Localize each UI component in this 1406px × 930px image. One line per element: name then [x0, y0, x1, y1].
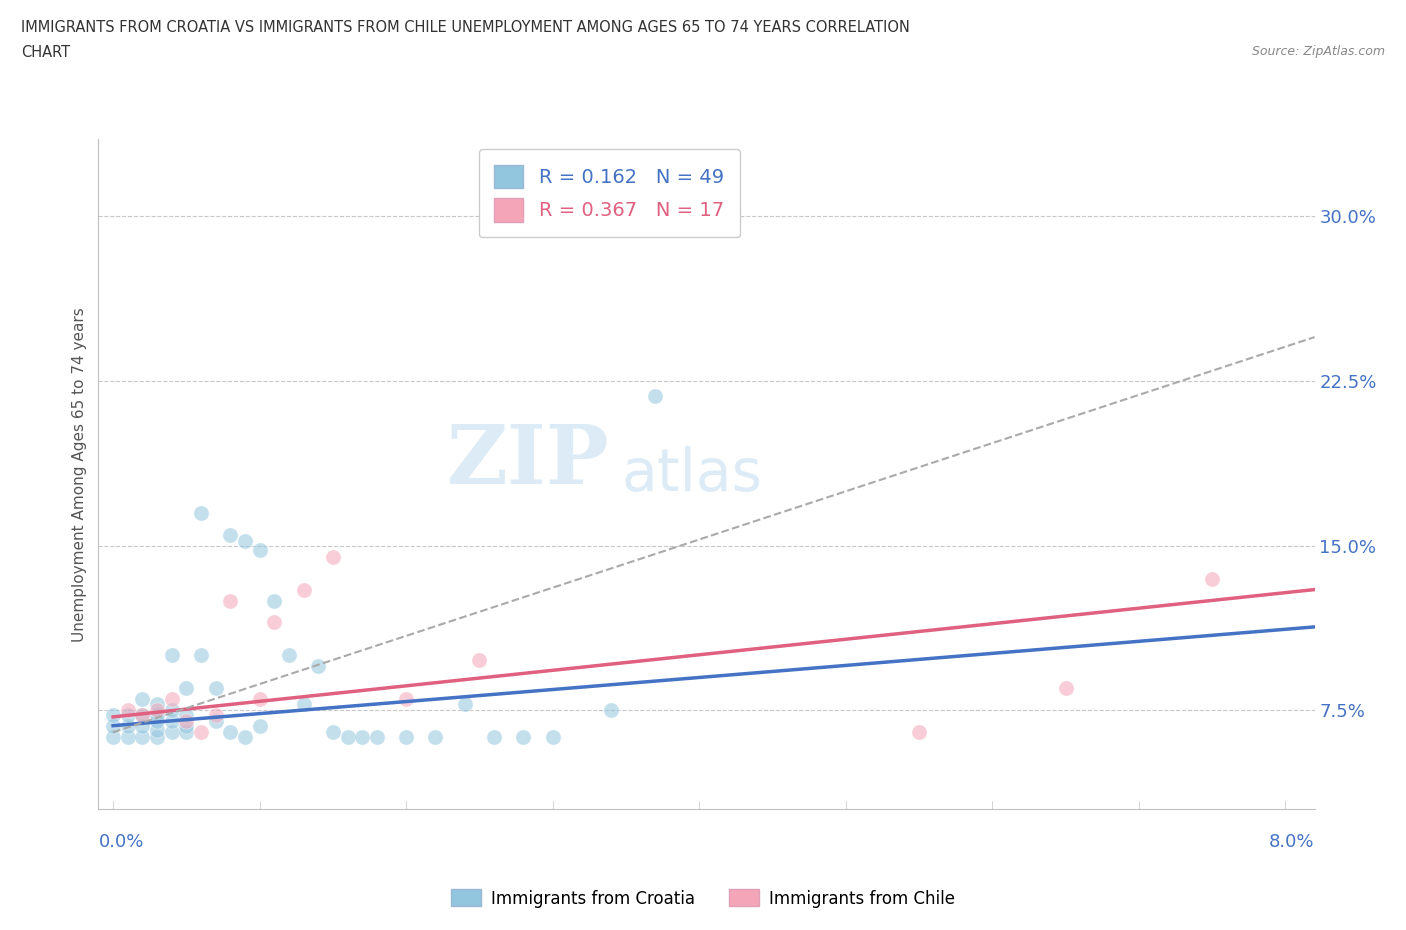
Point [249, 692, 271, 707]
Point [131, 707, 153, 722]
Point [512, 729, 534, 744]
Point [146, 714, 169, 729]
Point [146, 729, 169, 744]
Point [204, 681, 226, 696]
Point [263, 615, 285, 630]
Y-axis label: Unemployment Among Ages 65 to 74 years: Unemployment Among Ages 65 to 74 years [72, 307, 87, 642]
Point [1201, 571, 1223, 586]
Point [263, 593, 285, 608]
Point [190, 505, 212, 520]
Point [395, 692, 418, 707]
Point [425, 729, 447, 744]
Point [233, 729, 256, 744]
Point [190, 724, 212, 739]
Point [160, 724, 183, 739]
Text: Source: ZipAtlas.com: Source: ZipAtlas.com [1251, 45, 1385, 58]
Point [131, 707, 153, 722]
Legend: Immigrants from Croatia, Immigrants from Chile: Immigrants from Croatia, Immigrants from… [444, 883, 962, 914]
Point [395, 729, 418, 744]
Point [352, 729, 374, 744]
Text: CHART: CHART [21, 45, 70, 60]
Point [101, 707, 124, 722]
Point [307, 659, 329, 674]
Point [190, 648, 212, 663]
Point [146, 703, 169, 718]
Point [131, 729, 153, 744]
Point [908, 724, 931, 739]
Text: ZIP: ZIP [447, 421, 609, 501]
Point [117, 703, 139, 718]
Point [292, 582, 315, 597]
Point [204, 714, 226, 729]
Point [146, 707, 169, 722]
Point [644, 389, 666, 404]
Point [146, 723, 169, 737]
Point [219, 593, 242, 608]
Point [131, 718, 153, 733]
Point [366, 729, 388, 744]
Point [219, 527, 242, 542]
Point [101, 718, 124, 733]
Point [117, 729, 139, 744]
Point [160, 648, 183, 663]
Point [176, 707, 198, 722]
Point [176, 681, 198, 696]
Point [176, 718, 198, 733]
Legend: R = 0.162   N = 49, R = 0.367   N = 17: R = 0.162 N = 49, R = 0.367 N = 17 [478, 149, 740, 237]
Point [322, 550, 344, 565]
Text: 8.0%: 8.0% [1270, 832, 1315, 851]
Point [233, 534, 256, 549]
Point [160, 703, 183, 718]
Point [482, 729, 505, 744]
Point [117, 718, 139, 733]
Point [146, 697, 169, 711]
Point [292, 697, 315, 711]
Point [541, 729, 564, 744]
Text: atlas: atlas [621, 445, 762, 503]
Point [600, 703, 623, 718]
Text: IMMIGRANTS FROM CROATIA VS IMMIGRANTS FROM CHILE UNEMPLOYMENT AMONG AGES 65 TO 7: IMMIGRANTS FROM CROATIA VS IMMIGRANTS FR… [21, 20, 910, 35]
Point [176, 714, 198, 729]
Point [249, 542, 271, 557]
Point [219, 724, 242, 739]
Point [101, 729, 124, 744]
Point [117, 707, 139, 722]
Point [454, 697, 477, 711]
Point [336, 729, 359, 744]
Point [160, 714, 183, 729]
Point [160, 692, 183, 707]
Point [322, 724, 344, 739]
Point [249, 718, 271, 733]
Point [204, 707, 226, 722]
Point [1054, 681, 1077, 696]
Text: 0.0%: 0.0% [98, 832, 143, 851]
Point [176, 724, 198, 739]
Point [131, 692, 153, 707]
Point [277, 648, 299, 663]
Point [468, 652, 491, 667]
